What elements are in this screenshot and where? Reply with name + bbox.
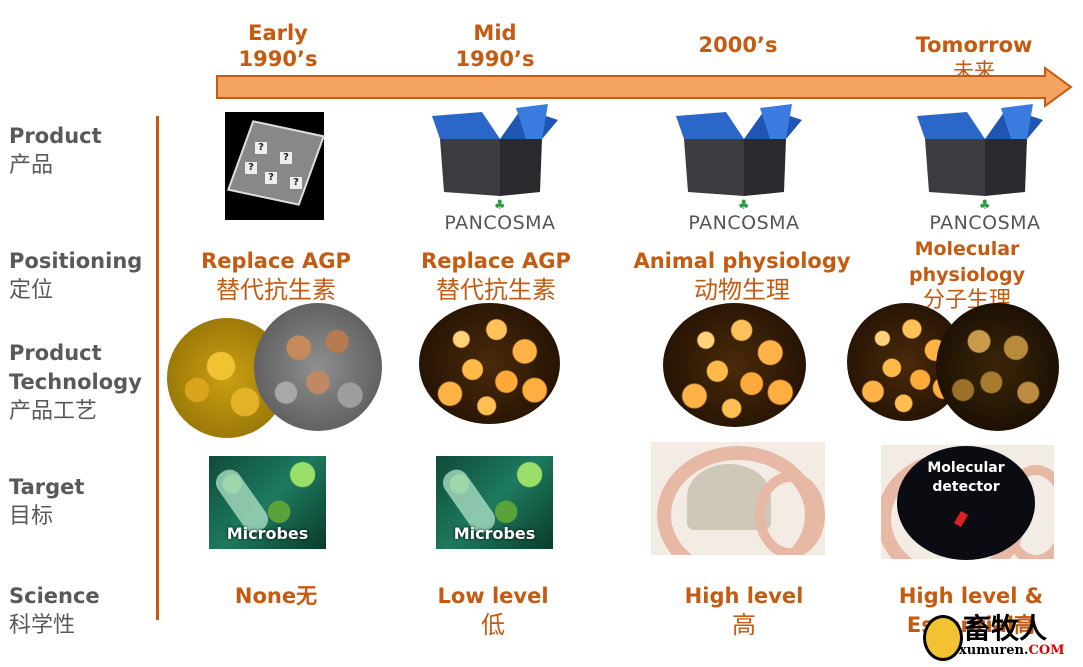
timeline-arrow [216,66,1073,108]
positioning-tomorrow: Molecular physiology 分子生理 [909,238,1025,313]
science-tomorrow: High level & Essential高 [898,584,1044,637]
brand-logo: ♣ PANCOSMA [915,198,1055,234]
heart-logo-icon [923,615,963,661]
row-label-science: Science 科学性 [9,584,100,638]
molecular-detector: Molecular detector [897,446,1035,560]
xumuren-watermark: 畜牧人 xumuren.COM [923,607,1073,663]
tech-granule-image [254,303,382,431]
leaf-icon: ♣ [978,198,992,213]
science-2000s: High level 高 [684,584,804,639]
era-label: Tomorrow [915,33,1033,57]
positioning-2000s: Animal physiology 动物生理 [633,249,851,304]
era-sub: 1990’s [455,47,535,71]
tech-beads-image [419,303,560,424]
open-box-icon [432,104,558,196]
target-microbes-image: Microbes [436,456,553,549]
row-label-technology: Product Technology 产品工艺 [9,341,142,424]
positioning-mid: Replace AGP 替代抗生素 [421,249,571,304]
science-early: None无 [234,584,318,608]
era-label: Early [248,21,308,45]
open-box-icon [917,104,1043,196]
era-label: 2000’s [698,33,778,57]
era-label: Mid [473,21,517,45]
leaf-icon: ♣ [493,198,507,213]
target-microbes-image: Microbes [209,456,326,549]
row-label-positioning: Positioning 定位 [9,249,143,303]
open-box-icon [676,104,802,196]
era-2000s: 2000’s [658,32,818,58]
brand-logo: ♣ PANCOSMA [430,198,570,234]
era-early-1990s: Early 1990’s [198,20,358,72]
science-mid: Low level 低 [437,584,549,639]
brand-logo: ♣ PANCOSMA [674,198,814,234]
leaf-icon: ♣ [737,198,751,213]
era-mid-1990s: Mid 1990’s [415,20,575,72]
mystery-cube-icon: ? ? ? ? ? [225,112,325,220]
target-label: Microbes [226,524,309,543]
positioning-early: Replace AGP 替代抗生素 [201,249,351,304]
target-label: Microbes [453,524,536,543]
tech-beads-image [663,303,806,427]
row-label-target: Target 目标 [9,475,85,529]
era-sub: 1990’s [238,47,318,71]
product-box-2000s: ♣ PANCOSMA [674,104,814,234]
product-box-mid: ♣ PANCOSMA [430,104,570,234]
product-box-tomorrow: ♣ PANCOSMA [915,104,1055,234]
row-divider [156,116,159,620]
target-intestine-image [651,442,825,555]
tech-dark-beads-image [936,303,1059,431]
row-label-product: Product 产品 [9,124,102,178]
